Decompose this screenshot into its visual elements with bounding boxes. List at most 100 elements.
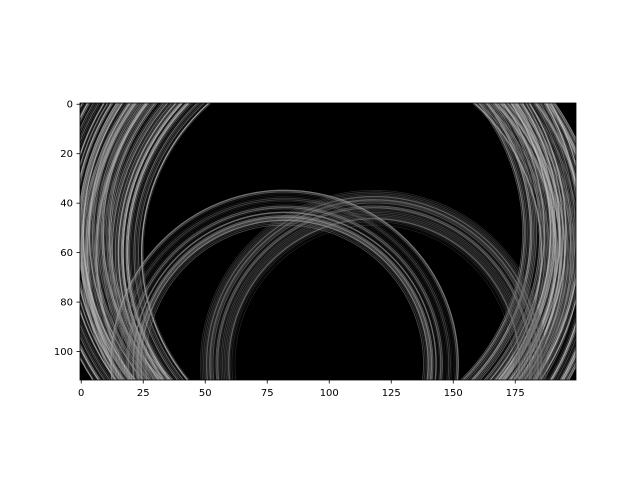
- x-tick-label: 75: [261, 388, 274, 399]
- center-left-arc-ring: [227, 217, 520, 380]
- y-tick-label: 20: [60, 149, 73, 160]
- x-tick-label: 100: [320, 388, 339, 399]
- left-outer-arc-ring: [119, 103, 564, 380]
- center-left-arc-ring: [202, 192, 545, 380]
- right-outer-arc-ring: [91, 103, 542, 380]
- right-outer-arc-ring: [96, 103, 538, 380]
- left-outer-arc-ring: [134, 103, 549, 380]
- center-left-arc: [200, 190, 548, 380]
- center-left-arc-ring: [229, 219, 518, 380]
- axes-frame: [79, 102, 577, 381]
- center-right-arc-ring: [138, 218, 431, 380]
- image-layer: [80, 103, 576, 380]
- center-left-arc-ring: [210, 200, 538, 380]
- y-axis: 0 20 40 60 80 100: [54, 100, 80, 358]
- center-left-arc-ring: [214, 204, 534, 380]
- left-outer-arc-ring: [116, 103, 567, 380]
- right-outer-arc-ring: [99, 103, 534, 380]
- center-right-arc-ring: [135, 214, 434, 380]
- right-outer-arc-ring: [82, 103, 552, 380]
- right-outer-arc-ring: [110, 103, 523, 380]
- center-left-arc-ring: [220, 210, 528, 380]
- right-outer-arc-ring: [108, 103, 525, 380]
- left-outer-arc-ring: [122, 103, 561, 380]
- x-tick-label: 25: [137, 388, 150, 399]
- center-right-arc-ring: [129, 208, 440, 380]
- center-left-arc-ring: [209, 199, 539, 380]
- right-outer-arc-ring: [105, 103, 528, 380]
- y-tick-label: 60: [60, 248, 73, 259]
- right-outer-arc-ring: [80, 103, 559, 380]
- center-right-arc-ring: [126, 205, 443, 380]
- center-right-arc-ring: [110, 189, 459, 380]
- center-right-arc-ring: [143, 222, 426, 380]
- center-right-arc: [110, 189, 459, 380]
- center-left-arc-ring: [205, 195, 542, 380]
- center-left-arc-ring: [218, 208, 530, 380]
- center-right-arc-ring: [140, 219, 429, 380]
- center-right-arc-ring: [115, 194, 454, 380]
- center-left-arc-ring: [201, 191, 547, 380]
- center-left-arc-ring: [216, 206, 531, 380]
- right-outer-arc-ring: [93, 103, 541, 380]
- right-outer-arc-ring: [80, 103, 556, 380]
- center-right-arc-ring: [145, 224, 424, 380]
- right-outer-arc-ring: [88, 103, 545, 380]
- right-outer-arc-ring: [95, 103, 539, 380]
- x-tick-label: 50: [199, 388, 212, 399]
- center-right-arc-ring: [112, 191, 458, 380]
- center-right-arc-ring: [118, 197, 451, 380]
- right-outer-arc-ring: [80, 103, 555, 380]
- center-right-arc-ring: [142, 221, 428, 380]
- center-right-arc-ring: [127, 207, 442, 380]
- center-left-arc-ring: [234, 224, 514, 380]
- right-outer-arc-ring: [84, 103, 550, 380]
- center-left-arc-ring: [204, 194, 544, 380]
- right-outer-arc-ring: [80, 103, 567, 380]
- left-outer-arc-ring: [95, 103, 576, 380]
- right-outer-arc-ring: [104, 103, 530, 380]
- right-outer-arc: [80, 103, 576, 380]
- center-right-arc-ring: [134, 213, 435, 380]
- right-outer-arc-ring: [80, 103, 562, 380]
- center-right-arc-ring: [131, 210, 438, 380]
- right-outer-arc-ring: [80, 103, 553, 380]
- center-right-arc-ring: [124, 204, 445, 380]
- right-outer-arc-ring: [87, 103, 547, 380]
- x-tick-label: 125: [382, 388, 401, 399]
- right-outer-arc-ring: [85, 103, 548, 380]
- right-outer-arc-ring: [90, 103, 544, 380]
- center-right-arc-ring: [123, 202, 446, 380]
- center-right-arc-ring: [132, 211, 437, 380]
- center-left-arc-ring: [231, 221, 517, 380]
- right-outer-arc-ring: [80, 103, 576, 380]
- left-outer-arc-ring: [105, 103, 576, 380]
- center-left-arc-ring: [233, 223, 515, 380]
- center-left-arc-ring: [207, 197, 541, 380]
- center-right-arc-ring: [137, 216, 433, 380]
- right-outer-arc-ring: [98, 103, 536, 380]
- y-tick-label: 80: [60, 298, 73, 309]
- center-right-arc-ring: [121, 200, 448, 380]
- left-outer-arc-ring: [126, 103, 557, 380]
- center-right-arc-ring: [120, 199, 450, 380]
- center-right-arc-ring: [116, 196, 453, 380]
- center-right-arc-ring: [113, 193, 456, 380]
- right-outer-arc-ring: [80, 103, 570, 380]
- right-outer-arc-ring: [80, 103, 557, 380]
- right-outer-arc-ring: [107, 103, 527, 380]
- right-outer-arc-ring: [102, 103, 532, 380]
- center-left-arc-ring: [221, 211, 526, 380]
- x-tick-label: 0: [78, 388, 84, 399]
- x-tick-label: 150: [444, 388, 463, 399]
- right-outer-arc-ring: [80, 103, 573, 380]
- center-left-arc-ring: [223, 213, 525, 380]
- right-outer-arc-ring: [80, 103, 565, 380]
- right-outer-arc-ring: [80, 103, 572, 380]
- center-left-arc-ring: [212, 202, 536, 380]
- left-outer-arc-ring: [85, 103, 576, 380]
- right-outer-arc-ring: [80, 103, 561, 380]
- right-outer-arc-ring: [80, 103, 575, 380]
- center-left-arc-ring: [215, 205, 533, 380]
